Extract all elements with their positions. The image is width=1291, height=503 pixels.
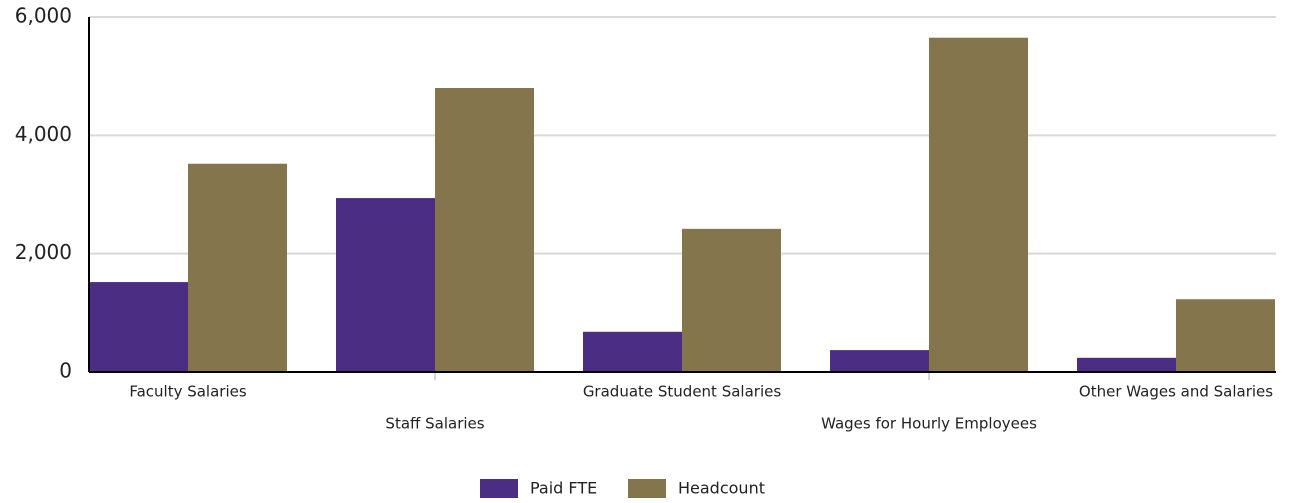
legend-swatch [480, 479, 518, 498]
bar [435, 88, 534, 372]
y-tick-label: 6,000 [15, 4, 72, 28]
legend-label: Headcount [678, 479, 765, 498]
y-tick-label: 4,000 [15, 122, 72, 146]
x-tick-label: Faculty Salaries [129, 383, 247, 401]
x-tick-label: Wages for Hourly Employees [821, 415, 1037, 433]
legend-swatch [628, 479, 666, 498]
y-tick-label: 2,000 [15, 240, 72, 264]
bar [1077, 357, 1176, 372]
bar [1176, 299, 1275, 372]
x-tick-label: Other Wages and Salaries [1079, 383, 1273, 401]
bar [682, 228, 781, 372]
x-tick-label: Graduate Student Salaries [583, 383, 782, 401]
bar [336, 198, 435, 372]
bar [89, 282, 188, 372]
x-tick-label: Staff Salaries [385, 415, 484, 433]
bar [929, 37, 1028, 372]
bar [830, 350, 929, 372]
bar [583, 331, 682, 372]
bar [188, 163, 287, 372]
legend-label: Paid FTE [530, 479, 597, 498]
y-tick-label: 0 [59, 359, 72, 383]
